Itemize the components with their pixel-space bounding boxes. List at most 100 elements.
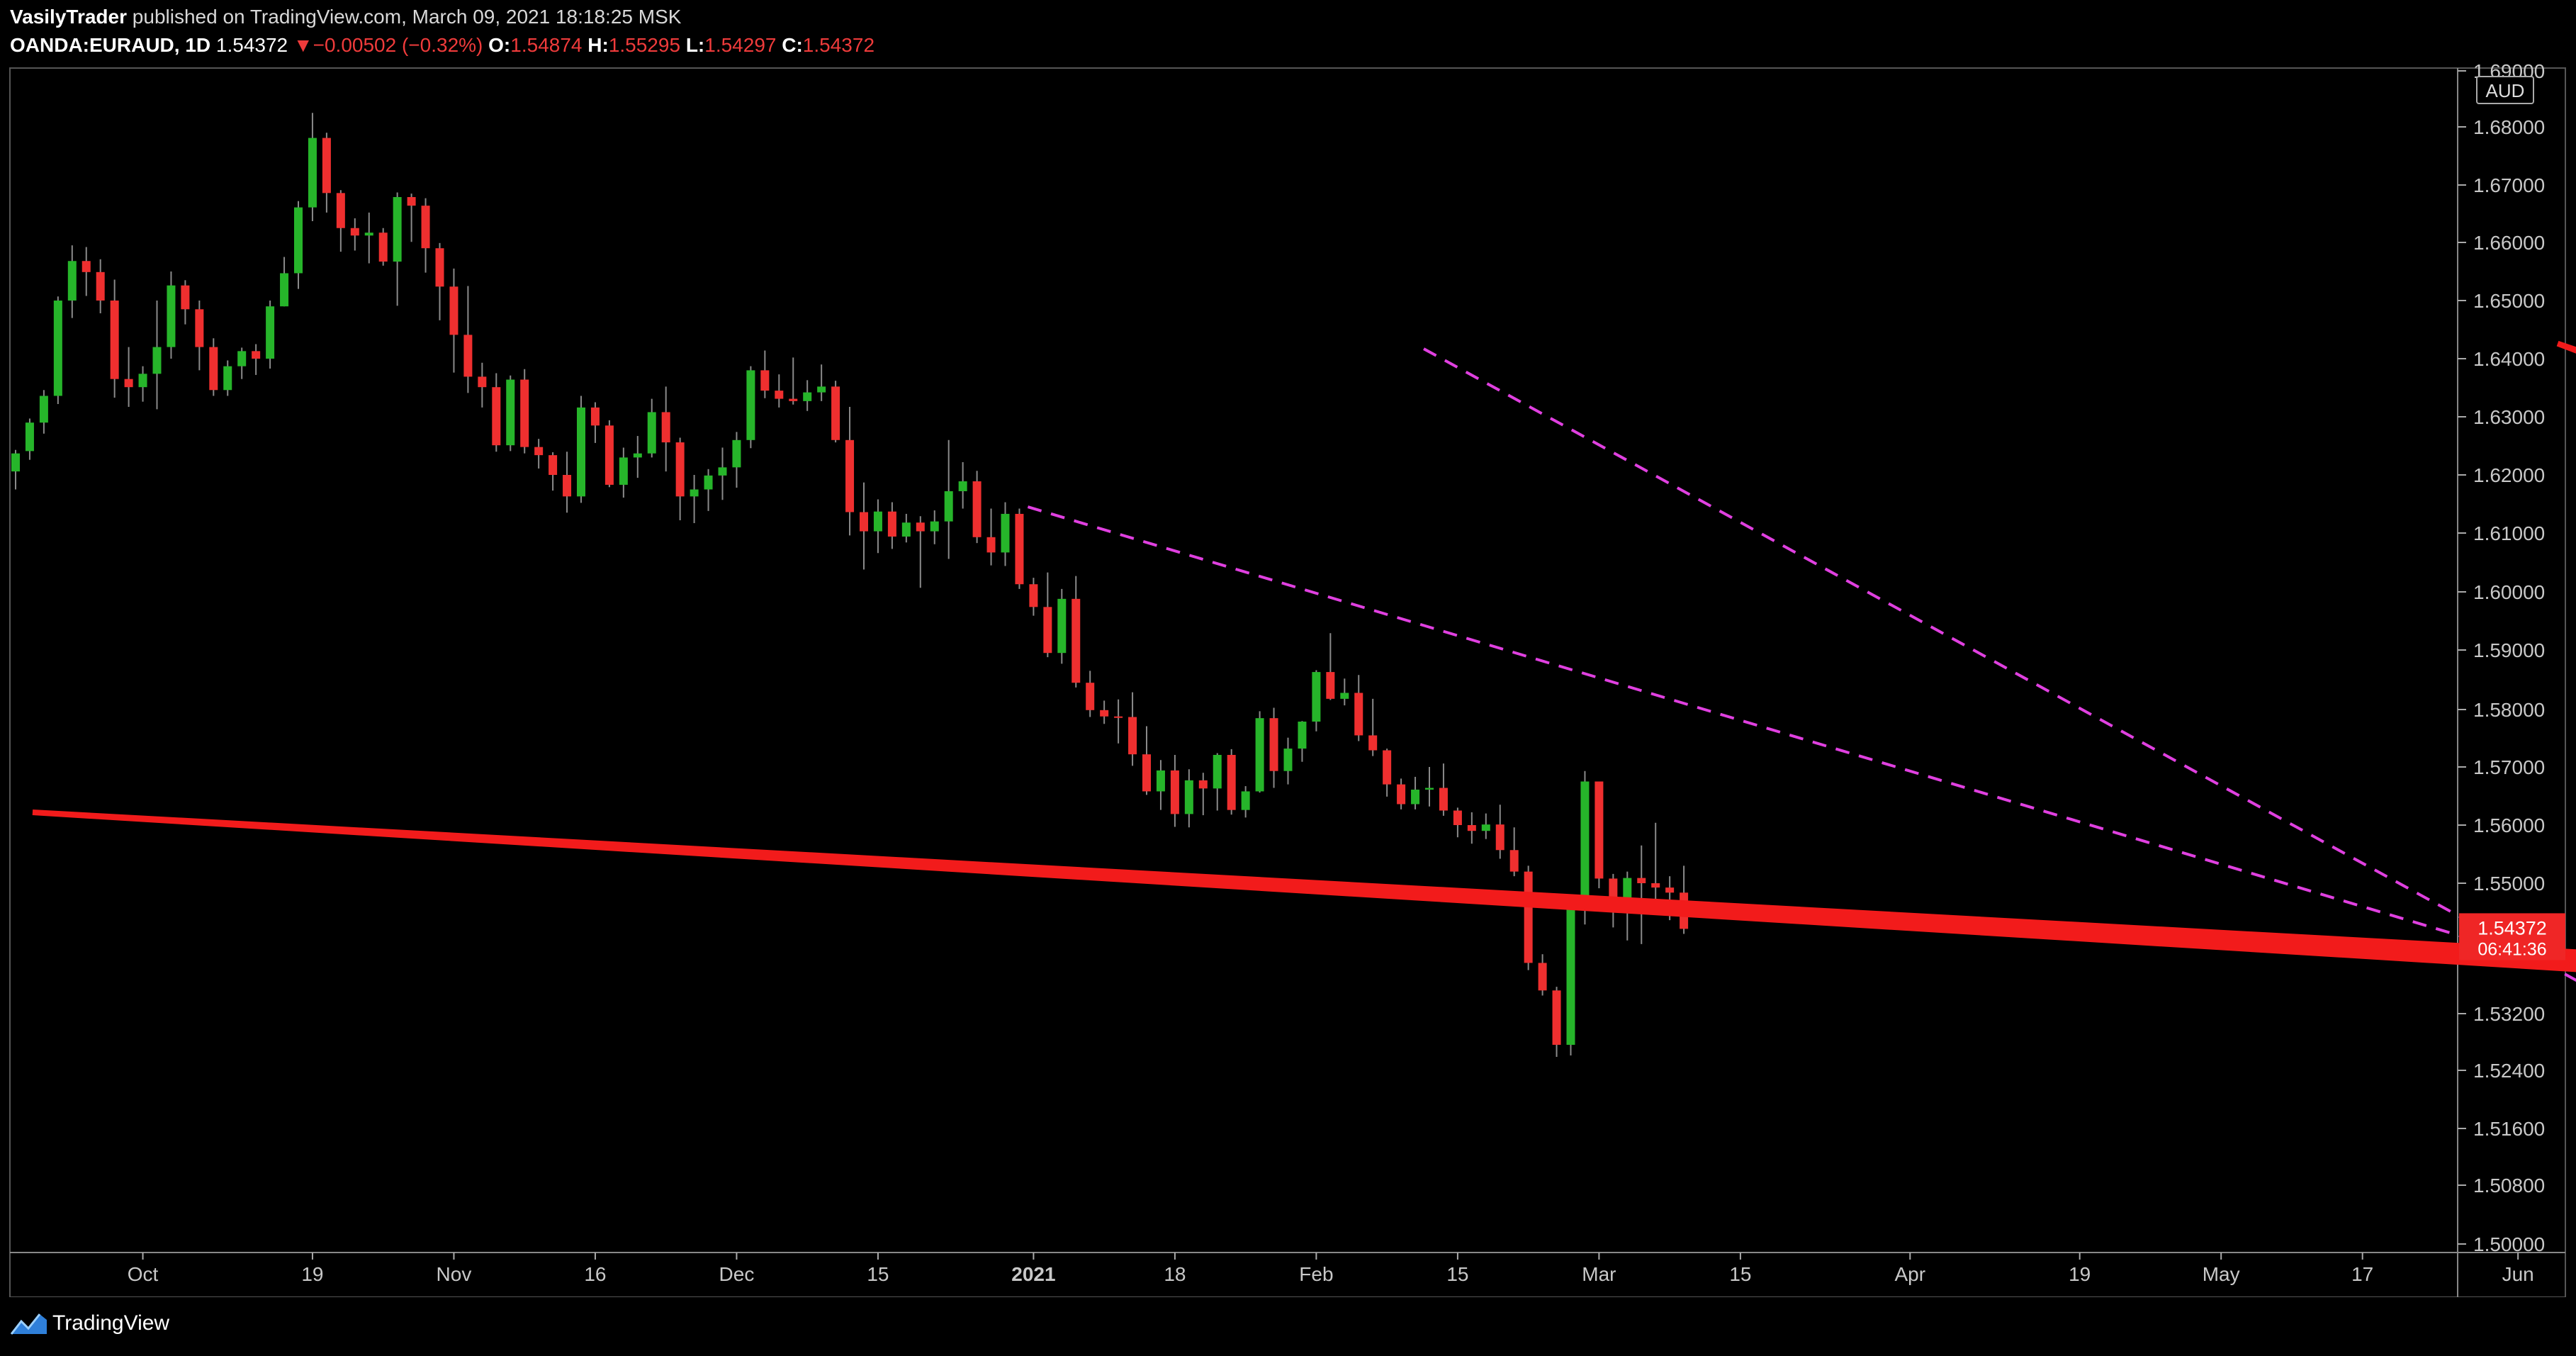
candle-up [1481, 824, 1490, 831]
candle-down [1029, 584, 1038, 607]
down-arrow-annotation-1[interactable] [32, 809, 2576, 1053]
y-tick-label: 1.50800 [2473, 1175, 2545, 1197]
candle-up [1340, 693, 1349, 699]
candle-up [25, 422, 34, 452]
candle-down [492, 387, 501, 446]
x-tick-label: Dec [719, 1263, 755, 1285]
candle-up [817, 386, 826, 393]
candle-down [81, 261, 91, 272]
candle-up [704, 475, 713, 490]
x-tick-label: Feb [1299, 1263, 1333, 1285]
candle-up [1001, 513, 1010, 553]
author-name[interactable]: VasilyTrader [10, 6, 128, 28]
candle-up [280, 273, 289, 307]
low-value: 1.54297 [704, 34, 777, 56]
y-tick-label: 1.59000 [2473, 639, 2545, 661]
channel-upper-line[interactable] [1423, 347, 2576, 1024]
footer: TradingView [0, 1297, 2576, 1356]
candle-up [364, 232, 373, 236]
last-price: 1.54372 [215, 34, 288, 56]
candle-up [873, 511, 882, 532]
y-tick-label: 1.50000 [2473, 1233, 2545, 1255]
x-tick-label: 15 [867, 1263, 889, 1285]
candle-up [619, 457, 628, 485]
candle-down [435, 248, 444, 287]
symbol-label[interactable]: OANDA:EURAUD, 1D [10, 34, 211, 56]
candle-up [1312, 672, 1321, 722]
candle-up [308, 138, 317, 208]
candle-down [845, 439, 855, 512]
candle-down [1326, 672, 1335, 699]
candle-down [760, 370, 770, 391]
y-tick-label: 1.51600 [2473, 1118, 2545, 1140]
tradingview-logo-icon[interactable] [9, 1310, 50, 1338]
candle-up [1184, 780, 1193, 814]
x-tick-label: 19 [301, 1263, 323, 1285]
y-tick-label: 1.66000 [2473, 232, 2545, 254]
open-value: 1.54874 [510, 34, 583, 56]
y-tick-label: 1.56000 [2473, 814, 2545, 836]
candle-up [1566, 907, 1575, 1045]
candle-down [181, 285, 190, 310]
x-tick-label: 15 [1446, 1263, 1468, 1285]
candle-down [1538, 963, 1547, 991]
candle-up [53, 301, 62, 396]
candle-down [336, 193, 345, 228]
candle-down [860, 512, 868, 532]
y-tick-label: 1.55000 [2473, 873, 2545, 895]
publish-line: VasilyTrader published on TradingView.co… [10, 6, 681, 28]
down-arrow-annotation-2[interactable] [2556, 340, 2576, 603]
last-price-badge[interactable] [2459, 913, 2565, 960]
candle-up [1156, 770, 1165, 792]
tradingview-brand[interactable]: TradingView [52, 1311, 170, 1335]
candle-up [1580, 781, 1590, 907]
y-tick-label: 1.65000 [2473, 290, 2545, 312]
candle-up [1213, 754, 1222, 789]
channel-lower-line[interactable] [1027, 505, 2576, 1177]
ohlc-legend: OANDA:EURAUD, 1D 1.54372 ▼−0.00502 (−0.3… [10, 34, 874, 57]
candle-down [590, 407, 600, 426]
candle-down [463, 335, 473, 377]
candle-down [1072, 598, 1081, 683]
candle-down [478, 376, 487, 388]
x-tick-label: 19 [2069, 1263, 2091, 1285]
candle-down [775, 391, 784, 399]
y-tick-label: 1.67000 [2473, 174, 2545, 196]
candle-down [110, 301, 119, 379]
y-tick-label: 1.52400 [2473, 1060, 2545, 1082]
low-label: L: [685, 34, 705, 56]
candle-down [1198, 780, 1208, 789]
candle-down [1354, 693, 1363, 736]
candle-down [1594, 781, 1604, 879]
candle-down [549, 455, 558, 475]
x-tick-label: Oct [128, 1263, 159, 1285]
candle-up [633, 453, 642, 458]
candle-down [1651, 883, 1660, 888]
candle-up [958, 481, 967, 491]
candle-down [1453, 810, 1462, 825]
candle-down [1128, 717, 1137, 755]
candle-down [661, 412, 670, 443]
candle-down [1086, 683, 1095, 710]
candle-down [916, 522, 925, 532]
candle-down [322, 138, 331, 194]
candle-down [1368, 735, 1378, 751]
published-text: published on TradingView.com, March 09, … [132, 6, 682, 28]
x-tick-label: May [2203, 1263, 2240, 1285]
candle-up [690, 489, 699, 497]
candle-down [449, 286, 459, 335]
candle-up [746, 370, 755, 440]
close-value: 1.54372 [802, 34, 875, 56]
x-tick-label: 15 [1729, 1263, 1751, 1285]
candle-up [39, 396, 48, 423]
candle-down [1397, 784, 1406, 805]
y-tick-label: 1.62000 [2473, 464, 2545, 486]
candle-up [1241, 791, 1250, 810]
countdown-label: 06:41:36 [2477, 939, 2546, 959]
candle-down [1269, 718, 1278, 771]
candle-up [803, 392, 812, 401]
y-tick-label: 1.57000 [2473, 756, 2545, 778]
candle-down [124, 379, 133, 388]
candle-down [1495, 824, 1504, 851]
